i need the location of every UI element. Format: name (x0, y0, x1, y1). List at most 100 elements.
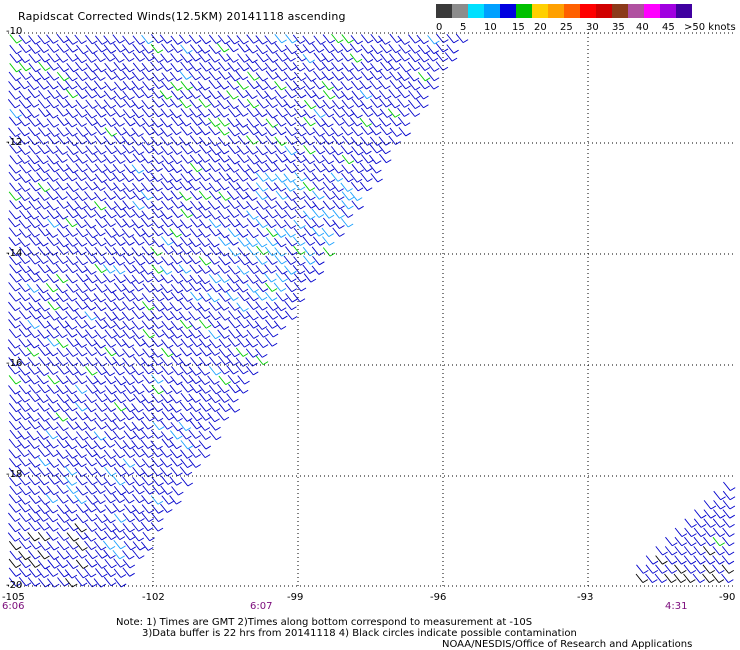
wind-barb-flag (187, 464, 193, 469)
wind-barb (46, 80, 54, 90)
wind-barb-flag (196, 223, 203, 228)
wind-barb (27, 117, 36, 127)
wind-barb (104, 346, 112, 357)
wind-barb (712, 564, 720, 574)
wind-barb (8, 164, 17, 174)
wind-barb (236, 265, 245, 275)
wind-barb (332, 199, 340, 210)
wind-barb (27, 532, 35, 542)
wind-barb-flag (44, 297, 51, 302)
wind-barb (18, 421, 26, 431)
wind-barb-flag (243, 370, 249, 375)
wind-barb-flag (139, 453, 145, 458)
wind-barb-flag (54, 380, 60, 385)
wind-barb (322, 236, 330, 246)
wind-barb-flag (34, 123, 41, 127)
wind-barb (19, 210, 27, 220)
wind-barb (66, 283, 74, 293)
wind-barb-flag (233, 398, 239, 403)
wind-barb-flag (699, 579, 706, 583)
wind-barb-flag (339, 225, 345, 229)
wind-barb-flag (224, 234, 230, 239)
wind-barb (274, 136, 282, 146)
wind-barb-flag (129, 572, 135, 577)
wind-barb-flag (300, 205, 306, 210)
wind-barb (331, 89, 340, 99)
wind-barb (56, 338, 64, 348)
wind-barb-flag (34, 454, 40, 459)
wind-barb (674, 546, 682, 556)
wind-barb (28, 35, 36, 45)
wind-barb-flag (25, 234, 32, 238)
wind-barb-flag (138, 335, 145, 340)
wind-barb (208, 172, 216, 182)
wind-barb-flag (187, 178, 193, 183)
wind-barb (132, 264, 140, 274)
wind-barb (207, 238, 215, 248)
wind-barb (227, 135, 235, 145)
wind-barb (8, 449, 17, 459)
wind-barb-flag (158, 59, 164, 63)
wind-barb-flag (82, 574, 89, 579)
wind-barb (198, 338, 207, 348)
wind-barb-flag (24, 188, 31, 192)
wind-barb-flag (187, 50, 193, 54)
wind-barb (122, 531, 131, 541)
wind-barb-flag (63, 499, 69, 504)
wind-barb-flag (366, 105, 373, 110)
wind-barb-flag (262, 40, 268, 45)
wind-barb-flag (25, 582, 32, 587)
wind-barb (46, 172, 54, 182)
wind-barb (235, 357, 244, 367)
wind-barb-flag (52, 573, 59, 577)
wind-barb (198, 98, 207, 108)
wind-barb (312, 80, 320, 90)
wind-barb-flag (35, 50, 41, 54)
wind-barb (217, 90, 225, 100)
wind-barb-flag (195, 57, 201, 62)
wind-barb-flag (187, 150, 193, 155)
wind-barb-flag (119, 417, 126, 422)
wind-barb (122, 255, 131, 265)
wind-barb-flag (25, 343, 31, 348)
wind-barb-flag (290, 159, 296, 164)
colorbar-segment (548, 4, 564, 18)
wind-barb (74, 394, 82, 404)
wind-barb (27, 126, 36, 137)
wind-barb-flag (195, 435, 201, 439)
wind-barb-flag (319, 261, 325, 266)
wind-barb (104, 311, 112, 321)
wind-barb (141, 246, 150, 256)
wind-barb-flag (157, 260, 163, 265)
wind-barb (122, 292, 131, 302)
wind-barb (122, 523, 131, 533)
wind-barb-flag (281, 178, 288, 183)
wind-barb-flag (110, 141, 116, 146)
wind-barb (104, 385, 112, 395)
wind-barb (227, 337, 236, 347)
wind-barb (189, 337, 198, 348)
wind-barb-flag (91, 132, 97, 136)
wind-barb (37, 264, 46, 274)
wind-barb-flag (195, 454, 201, 458)
wind-barb-flag (111, 390, 117, 395)
wind-barb-flag (395, 49, 401, 54)
wind-barb-flag (262, 270, 268, 275)
wind-barb (141, 199, 150, 209)
wind-barb-flag (34, 224, 41, 229)
wind-barb (340, 126, 349, 136)
wind-barb (55, 384, 64, 395)
wind-barb-flag (158, 333, 165, 338)
wind-barb-flag (309, 168, 316, 173)
wind-barb (265, 162, 273, 173)
wind-barb-flag (25, 269, 32, 274)
wind-barb (9, 255, 17, 266)
wind-barb-flag (253, 215, 259, 220)
wind-barb (113, 61, 122, 72)
wind-barb (65, 209, 74, 219)
wind-barb (397, 98, 405, 108)
wind-barb (8, 558, 17, 568)
wind-barb-flag (386, 114, 393, 118)
wind-barb (37, 163, 45, 173)
wind-barb-flag (215, 196, 222, 200)
